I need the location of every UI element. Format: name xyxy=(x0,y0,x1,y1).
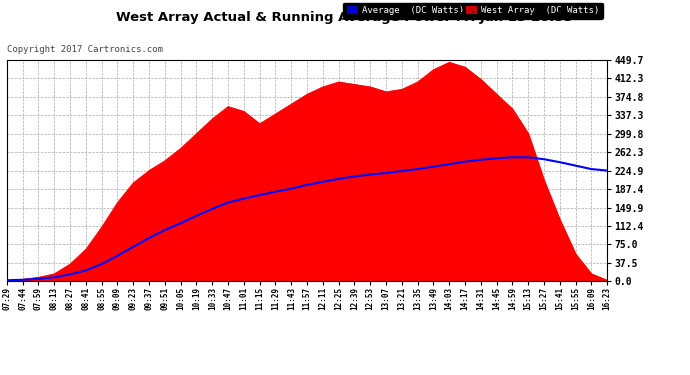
Text: Copyright 2017 Cartronics.com: Copyright 2017 Cartronics.com xyxy=(7,45,163,54)
Text: West Array Actual & Running Average Power Fri Jan 13 16:33: West Array Actual & Running Average Powe… xyxy=(117,11,573,24)
Legend: Average  (DC Watts), West Array  (DC Watts): Average (DC Watts), West Array (DC Watts… xyxy=(344,3,602,19)
